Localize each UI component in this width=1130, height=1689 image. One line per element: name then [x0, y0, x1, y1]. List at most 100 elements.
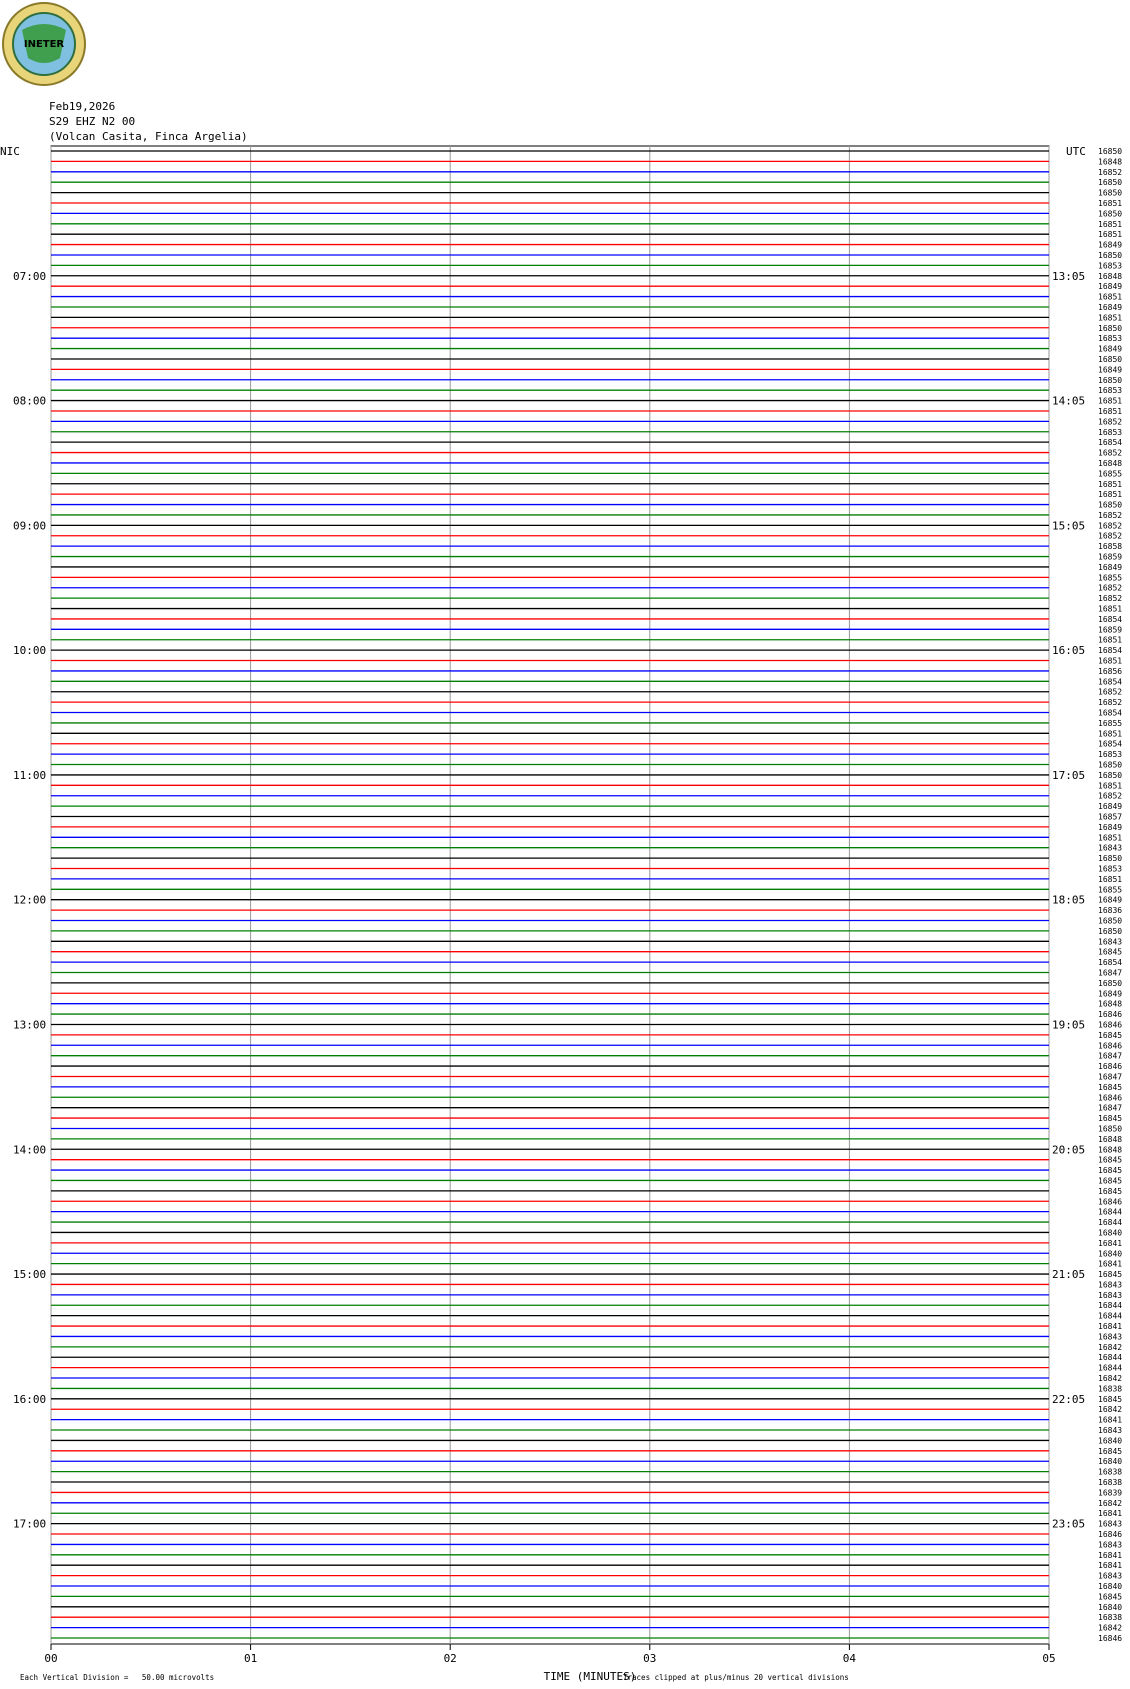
trace-label: 16847 [1098, 1052, 1122, 1061]
trace-label: 16843 [1098, 1332, 1122, 1341]
trace-label: 16850 [1098, 355, 1122, 364]
trace-label: 16850 [1098, 209, 1122, 218]
trace-label: 16845 [1098, 1156, 1122, 1165]
trace-label: 16859 [1098, 553, 1122, 562]
trace-label: 16841 [1098, 1239, 1122, 1248]
trace-label: 16840 [1098, 1603, 1122, 1612]
trace-label: 16854 [1098, 677, 1122, 686]
trace-label: 16844 [1098, 1301, 1122, 1310]
left-zone: NIC [0, 145, 20, 158]
trace-label: 16849 [1098, 823, 1122, 832]
trace-label: 16853 [1098, 386, 1122, 395]
trace-label: 16852 [1098, 168, 1122, 177]
trace-label: 16850 [1098, 854, 1122, 863]
trace-label: 16845 [1098, 1395, 1122, 1404]
trace-label: 16842 [1098, 1624, 1122, 1633]
trace-label: 16845 [1098, 1187, 1122, 1196]
right-time: 14:05 [1052, 395, 1085, 408]
trace-label: 16855 [1098, 885, 1122, 894]
trace-label: 16846 [1098, 1093, 1122, 1102]
trace-label: 16856 [1098, 667, 1122, 676]
trace-label: 16858 [1098, 542, 1122, 551]
trace-label: 16836 [1098, 906, 1122, 915]
trace-label: 16838 [1098, 1613, 1122, 1622]
left-time: 14:00 [13, 1143, 46, 1156]
trace-label: 16841 [1098, 1260, 1122, 1269]
trace-label: 16848 [1098, 1135, 1122, 1144]
trace-label: 16855 [1098, 469, 1122, 478]
trace-label: 16840 [1098, 1582, 1122, 1591]
trace-label: 16846 [1098, 1634, 1122, 1643]
trace-label: 16851 [1098, 293, 1122, 302]
trace-label: 16849 [1098, 303, 1122, 312]
trace-label: 16853 [1098, 865, 1122, 874]
trace-label: 16851 [1098, 781, 1122, 790]
right-zone: UTC [1066, 145, 1086, 158]
trace-label: 16849 [1098, 802, 1122, 811]
trace-label: 16838 [1098, 1478, 1122, 1487]
trace-label: 16852 [1098, 521, 1122, 530]
trace-label: 16851 [1098, 833, 1122, 842]
trace-label: 16845 [1098, 1031, 1122, 1040]
trace-label: 16838 [1098, 1384, 1122, 1393]
trace-label: 16842 [1098, 1343, 1122, 1352]
trace-label: 16851 [1098, 230, 1122, 239]
right-time: 15:05 [1052, 519, 1085, 532]
x-tick-label: 03 [643, 1652, 656, 1665]
right-time: 18:05 [1052, 894, 1085, 907]
trace-label: 16851 [1098, 199, 1122, 208]
trace-label: 16852 [1098, 532, 1122, 541]
right-time: 22:05 [1052, 1393, 1085, 1406]
trace-label: 16851 [1098, 657, 1122, 666]
trace-label: 16845 [1098, 948, 1122, 957]
left-time: 17:00 [13, 1518, 46, 1531]
trace-label: 16841 [1098, 1551, 1122, 1560]
trace-label: 16851 [1098, 480, 1122, 489]
trace-label: 16842 [1098, 1374, 1122, 1383]
trace-label: 16851 [1098, 407, 1122, 416]
x-tick-label: 05 [1042, 1652, 1055, 1665]
left-time: 13:00 [13, 1018, 46, 1031]
left-time: 08:00 [13, 395, 46, 408]
trace-label: 16850 [1098, 1124, 1122, 1133]
x-tick-label: 04 [843, 1652, 857, 1665]
trace-label: 16859 [1098, 625, 1122, 634]
trace-label: 16857 [1098, 813, 1122, 822]
trace-label: 16854 [1098, 615, 1122, 624]
trace-label: 16838 [1098, 1468, 1122, 1477]
trace-label: 16844 [1098, 1364, 1122, 1373]
x-tick-label: 01 [244, 1652, 257, 1665]
trace-label: 16849 [1098, 365, 1122, 374]
trace-label: 16848 [1098, 157, 1122, 166]
right-time: 20:05 [1052, 1143, 1085, 1156]
left-time: 16:00 [13, 1393, 46, 1406]
trace-label: 16839 [1098, 1488, 1122, 1497]
trace-label: 16855 [1098, 573, 1122, 582]
trace-label: 16851 [1098, 729, 1122, 738]
trace-label: 16844 [1098, 1312, 1122, 1321]
trace-label: 16852 [1098, 449, 1122, 458]
trace-label: 16841 [1098, 1322, 1122, 1331]
trace-label: 16845 [1098, 1083, 1122, 1092]
trace-label: 16845 [1098, 1114, 1122, 1123]
trace-label: 16841 [1098, 1416, 1122, 1425]
trace-label: 16843 [1098, 1540, 1122, 1549]
trace-label: 16843 [1098, 1520, 1122, 1529]
trace-label: 16850 [1098, 501, 1122, 510]
trace-label: 16850 [1098, 927, 1122, 936]
trace-label: 16843 [1098, 1426, 1122, 1435]
trace-label: 16843 [1098, 1572, 1122, 1581]
trace-label: 16846 [1098, 1062, 1122, 1071]
trace-label: 16853 [1098, 750, 1122, 759]
trace-label: 16854 [1098, 646, 1122, 655]
trace-label: 16843 [1098, 937, 1122, 946]
trace-label: 16840 [1098, 1436, 1122, 1445]
trace-label: 16851 [1098, 397, 1122, 406]
trace-label: 16845 [1098, 1447, 1122, 1456]
trace-label: 16850 [1098, 916, 1122, 925]
trace-label: 16848 [1098, 459, 1122, 468]
right-time: 19:05 [1052, 1018, 1085, 1031]
trace-label: 16855 [1098, 719, 1122, 728]
trace-label: 16847 [1098, 968, 1122, 977]
left-time: 10:00 [13, 644, 46, 657]
